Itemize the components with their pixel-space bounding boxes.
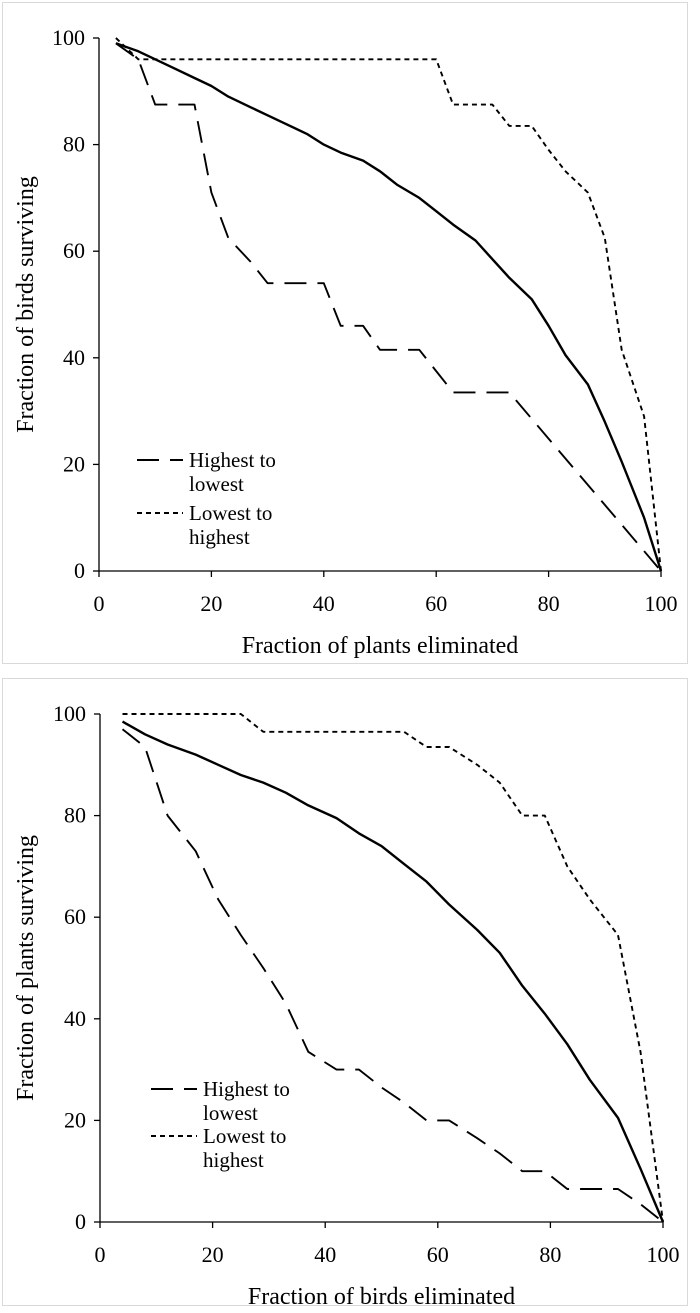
x-tick-label: 80 [539,1242,561,1267]
x-tick-label: 0 [94,591,105,616]
legend-label: lowest [203,1101,258,1125]
series-line-solid [121,720,665,1223]
x-tick-label: 40 [313,591,335,616]
series-line-short-dash [122,713,664,1223]
x-tick-label: 40 [314,1242,336,1267]
bottom-chart-panel: 0 20 40 60 80 100 0 20 40 60 80 100 Fraction of bird… [2,678,688,1306]
y-tick-label: 80 [63,132,85,157]
x-tick-label: 60 [425,591,447,616]
x-tick-label: 20 [202,1242,224,1267]
y-tick-label: 60 [63,238,85,263]
plants-eliminated-chart: 0 20 40 60 80 100 0 20 40 60 80 100 Fraction of plan… [13,25,678,659]
y-tick-label: 20 [63,451,85,476]
y-tick-label: 0 [74,558,85,583]
y-tick-label: 40 [64,1006,86,1031]
y-tick-label: 20 [64,1107,86,1132]
legend-label: highest [203,1148,264,1172]
legend-label: Highest to [189,448,276,472]
legend-label: Lowest to [203,1124,286,1148]
x-axis-title: Fraction of birds eliminated [248,1284,515,1305]
y-axis-title: Fraction of birds surviving [13,176,39,433]
birds-eliminated-chart: 0 20 40 60 80 100 0 20 40 60 80 100 Fraction of bird… [13,701,680,1305]
x-tick-label: 60 [427,1242,449,1267]
y-axis-title: Fraction of plants surviving [13,835,39,1101]
y-tick-label: 100 [52,25,85,50]
y-tick-label: 60 [64,904,86,929]
top-chart-panel: 0 20 40 60 80 100 0 20 40 60 80 100 Fraction of plan… [2,2,688,664]
legend-label: Highest to [203,1077,290,1101]
x-tick-label: 100 [645,591,678,616]
legend-label: lowest [189,472,244,496]
y-tick-label: 100 [53,701,86,726]
y-tick-label: 80 [64,803,86,828]
series-line-solid [115,42,663,572]
y-tick-label: 0 [75,1209,86,1234]
series-line-long-dash [115,42,662,572]
y-tick-label: 40 [63,345,85,370]
series-line-long-dash [121,728,664,1223]
legend-label: highest [189,525,250,549]
legend-label: Lowest to [189,501,272,525]
x-tick-label: 100 [647,1242,680,1267]
x-tick-label: 80 [538,591,560,616]
x-tick-label: 20 [200,591,222,616]
x-axis-title: Fraction of plants eliminated [242,633,519,659]
x-tick-label: 0 [95,1242,106,1267]
series-line-short-dash [115,37,662,572]
